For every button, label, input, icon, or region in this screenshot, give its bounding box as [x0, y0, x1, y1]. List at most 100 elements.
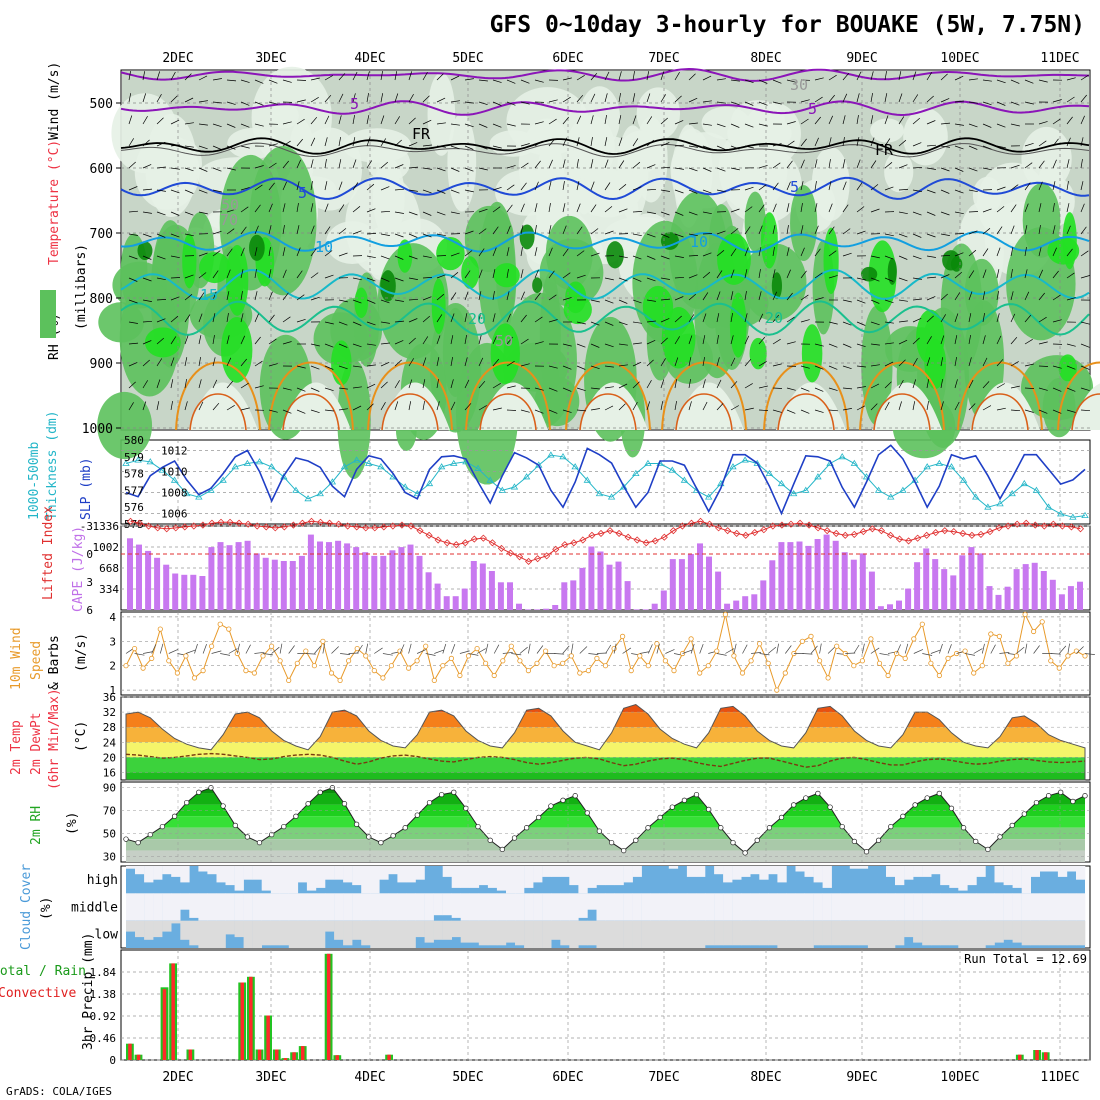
wind-barb [142, 380, 148, 389]
wind-barb [1024, 203, 1029, 213]
thickness-point [972, 493, 980, 500]
cape-bar [687, 554, 694, 610]
cloud-gap [922, 893, 932, 921]
wind-barb [464, 189, 474, 193]
wind-barb [1052, 181, 1056, 191]
rh-band [126, 839, 1085, 851]
wind-barb [562, 225, 567, 235]
rh-shade [331, 340, 352, 386]
wind-barb [800, 365, 810, 369]
wind-barb [772, 269, 776, 279]
wind10-point [200, 667, 206, 674]
wind-barb [772, 143, 782, 147]
rh-dry-dome [674, 382, 744, 430]
wind10-point [577, 670, 583, 676]
wind-barb [1080, 321, 1090, 325]
cloud-gap [180, 893, 190, 910]
wind-barb [352, 365, 362, 368]
wind-barb [660, 94, 666, 103]
wind-barb [1024, 101, 1034, 105]
rh2m-point [1082, 793, 1088, 799]
li-point [579, 536, 587, 544]
wind-barb [632, 233, 642, 237]
wind-barb [604, 137, 608, 147]
cape-bar [1049, 579, 1056, 610]
wind10-barb [202, 643, 207, 654]
cloud-gap [623, 920, 633, 948]
rh2m-point [536, 814, 542, 821]
wind-barb [898, 277, 908, 282]
cloud-label: Cloud Cover [19, 864, 34, 950]
wind-barb [884, 138, 891, 147]
wind-barb [282, 140, 291, 147]
wind-barb [520, 225, 524, 235]
rh-dry-dome [478, 382, 548, 430]
wind-barb [198, 252, 208, 257]
y-tick-label: 28 [103, 721, 116, 734]
thickness-point [316, 489, 324, 497]
wind-barb [450, 211, 460, 215]
wind-barb [450, 292, 457, 301]
wind-barb [464, 78, 474, 81]
wind-barb [268, 409, 278, 413]
rh2m-point [778, 814, 785, 821]
wind-barb [702, 233, 713, 235]
wind-barb [324, 181, 328, 191]
li-point [905, 537, 913, 545]
cloud-gap [551, 893, 561, 921]
wind-barb [576, 409, 587, 412]
cape-bar [914, 562, 921, 610]
wind-barb [436, 293, 445, 301]
thickness-point [704, 493, 713, 500]
precip-conv-bar [257, 1049, 262, 1060]
cape-bar [760, 580, 767, 610]
rh-dry-dome [188, 382, 258, 430]
rh2m-point [426, 799, 433, 806]
wind-barb [240, 145, 250, 149]
wind-barb [492, 206, 501, 213]
li-point [362, 524, 370, 532]
wind-barb [352, 115, 355, 125]
wind10-barb [279, 643, 283, 654]
cloud-gap [442, 893, 452, 916]
wind-barb [744, 79, 754, 84]
wind-barb [898, 139, 907, 147]
wind-barb [1024, 162, 1033, 169]
wind-barb [170, 233, 180, 238]
wind-barb [1024, 409, 1034, 413]
cloud-gap [777, 893, 787, 921]
wind-barb [240, 382, 249, 389]
temp-contour [120, 176, 1090, 201]
cloud-gap [316, 866, 326, 888]
wind-barb [142, 299, 152, 302]
rh-shade [429, 302, 482, 433]
li-point [461, 539, 469, 547]
wind-barb [842, 228, 851, 235]
rh2m-point [196, 789, 202, 795]
cape-bar [624, 581, 631, 610]
y-tick-label: 4 [109, 611, 116, 624]
thickness-point [255, 458, 264, 465]
cape-bar [516, 603, 522, 610]
wind-barb [856, 405, 866, 411]
cape-bar [154, 557, 161, 610]
wind-barb [212, 313, 216, 323]
thickness-point [267, 463, 276, 470]
cape-bar [787, 542, 794, 610]
wind-barb [268, 314, 275, 323]
temp-label: Temperature (°C) [47, 140, 62, 265]
cloud-gap [940, 893, 950, 921]
wind10-point [876, 660, 883, 666]
wind-barb [492, 313, 496, 323]
wind-barb [436, 145, 446, 148]
cape-bar [706, 556, 712, 610]
wind-barb [1010, 164, 1020, 169]
wind-barb [128, 93, 132, 103]
wind-barb [212, 250, 221, 257]
li-point [624, 533, 632, 541]
wind-barb [856, 365, 866, 368]
wind-barb [926, 276, 937, 279]
wind-barb [576, 181, 580, 191]
cloud-gap [171, 866, 181, 877]
